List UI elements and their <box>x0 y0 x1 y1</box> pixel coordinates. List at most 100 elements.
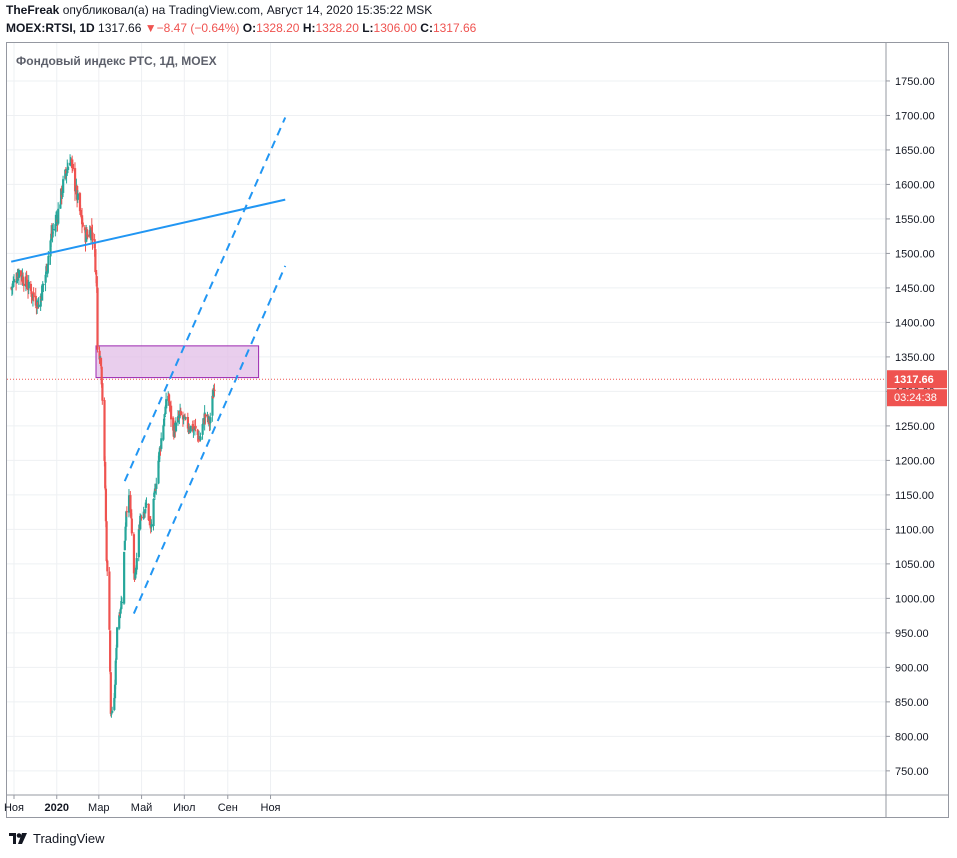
candle[interactable] <box>123 540 126 551</box>
candle[interactable] <box>32 292 35 298</box>
candle[interactable] <box>111 710 114 713</box>
candle[interactable] <box>30 291 33 297</box>
candle[interactable] <box>113 697 116 710</box>
candle[interactable] <box>125 511 129 513</box>
candle[interactable] <box>119 608 122 614</box>
candle[interactable] <box>118 615 121 629</box>
candle[interactable] <box>174 422 178 432</box>
candle[interactable] <box>22 283 26 286</box>
candle[interactable] <box>27 281 30 289</box>
candle[interactable] <box>184 417 187 419</box>
candle[interactable] <box>191 424 194 432</box>
candle[interactable] <box>69 162 72 166</box>
candle[interactable] <box>103 400 106 461</box>
candle[interactable] <box>17 269 21 278</box>
candle[interactable] <box>167 394 171 402</box>
candle[interactable] <box>10 287 14 289</box>
candle[interactable] <box>109 672 112 714</box>
candle[interactable] <box>55 218 58 225</box>
candle[interactable] <box>114 660 117 685</box>
candle[interactable] <box>99 358 103 366</box>
candle[interactable] <box>203 412 206 424</box>
candle[interactable] <box>64 169 67 179</box>
candle[interactable] <box>54 224 57 232</box>
candle[interactable] <box>130 509 133 518</box>
candle[interactable] <box>95 272 98 275</box>
candle[interactable] <box>105 521 108 562</box>
candle[interactable] <box>165 399 168 409</box>
candle[interactable] <box>79 209 82 211</box>
candle[interactable] <box>197 435 200 441</box>
candle[interactable] <box>153 488 157 494</box>
candle[interactable] <box>76 186 79 201</box>
candle[interactable] <box>123 551 126 604</box>
candle[interactable] <box>69 160 72 165</box>
candle[interactable] <box>95 276 98 287</box>
candle[interactable] <box>206 414 209 417</box>
candle[interactable] <box>16 274 19 281</box>
candle[interactable] <box>120 602 124 604</box>
candle[interactable] <box>81 222 84 227</box>
candle[interactable] <box>62 179 65 193</box>
candle[interactable] <box>194 425 197 429</box>
candle[interactable] <box>127 495 131 513</box>
candle[interactable] <box>118 613 122 616</box>
candle[interactable] <box>90 227 93 231</box>
candle[interactable] <box>41 284 44 288</box>
candle[interactable] <box>44 274 47 283</box>
candle[interactable] <box>98 350 101 360</box>
candle[interactable] <box>104 488 108 522</box>
candle[interactable] <box>27 287 30 290</box>
candle[interactable] <box>189 425 192 432</box>
candle[interactable] <box>144 509 147 514</box>
candle[interactable] <box>139 515 142 530</box>
candle[interactable] <box>74 192 77 194</box>
candle[interactable] <box>80 210 83 218</box>
channel-line[interactable] <box>123 117 287 482</box>
candle[interactable] <box>134 568 138 572</box>
candle[interactable] <box>132 534 136 574</box>
candle[interactable] <box>199 436 202 441</box>
candle[interactable] <box>142 511 145 519</box>
candle[interactable] <box>101 383 104 401</box>
footer-brand[interactable]: TradingView <box>33 831 105 846</box>
candle[interactable] <box>78 193 82 212</box>
candle[interactable] <box>37 304 40 308</box>
candle[interactable] <box>192 428 195 431</box>
candle[interactable] <box>153 492 156 498</box>
candle[interactable] <box>100 366 103 385</box>
candle[interactable] <box>29 283 33 291</box>
candle[interactable] <box>99 356 102 358</box>
candle[interactable] <box>134 572 137 579</box>
candle[interactable] <box>129 495 132 511</box>
candle[interactable] <box>94 249 97 273</box>
author-name[interactable]: TheFreak <box>6 3 60 17</box>
candle[interactable] <box>85 230 88 242</box>
candle[interactable] <box>201 424 204 435</box>
candle[interactable] <box>65 173 68 177</box>
candle[interactable] <box>135 558 138 570</box>
candle[interactable] <box>91 232 94 241</box>
candle[interactable] <box>11 283 14 288</box>
candle[interactable] <box>42 283 45 286</box>
candle[interactable] <box>196 429 199 435</box>
candle[interactable] <box>139 515 143 517</box>
candle[interactable] <box>71 159 74 164</box>
candle[interactable] <box>148 518 152 524</box>
candle[interactable] <box>115 648 118 660</box>
candle[interactable] <box>154 489 157 491</box>
candle[interactable] <box>212 395 215 399</box>
candle[interactable] <box>162 418 166 427</box>
candle[interactable] <box>178 414 181 419</box>
candle[interactable] <box>179 411 183 415</box>
candle[interactable] <box>13 279 16 283</box>
candle[interactable] <box>49 240 52 257</box>
candle[interactable] <box>109 630 112 672</box>
candle[interactable] <box>113 684 117 699</box>
candle[interactable] <box>34 295 37 306</box>
candle[interactable] <box>52 229 55 231</box>
candle[interactable] <box>90 228 93 241</box>
candle[interactable] <box>80 215 84 225</box>
candle[interactable] <box>170 405 173 420</box>
candle[interactable] <box>140 517 143 519</box>
